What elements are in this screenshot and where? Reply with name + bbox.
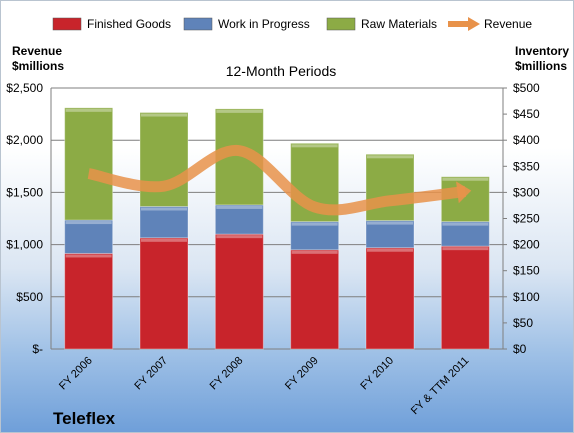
revenue-line xyxy=(87,145,472,216)
bar-raw-materials xyxy=(64,107,114,221)
left-tick-label: $1,000 xyxy=(6,238,43,252)
bar-highlight xyxy=(442,222,489,226)
legend-swatch-revenue-arrow xyxy=(468,17,480,31)
bar-finished-goods xyxy=(214,233,264,350)
legend-label-raw-materials: Raw Materials xyxy=(361,17,437,31)
bar-work-in-progress xyxy=(64,219,114,254)
bar-finished-goods xyxy=(365,247,415,350)
x-tick-label: FY & TTM 2011 xyxy=(409,355,472,418)
bar-finished-goods xyxy=(64,252,114,350)
bar-highlight xyxy=(65,108,112,112)
right-tick-label: $300 xyxy=(513,185,540,199)
bar-work-in-progress xyxy=(440,221,490,247)
right-tick-label: $450 xyxy=(513,107,540,121)
bar-raw-materials xyxy=(139,112,189,207)
right-tick-label: $0 xyxy=(513,342,527,356)
bar-highlight xyxy=(291,144,338,148)
bar-work-in-progress xyxy=(214,204,264,235)
bar-finished-goods xyxy=(139,237,189,350)
bars xyxy=(64,107,490,350)
right-tick-label: $50 xyxy=(513,316,533,330)
legend-swatch-finished-goods xyxy=(52,17,82,31)
right-tick-label: $350 xyxy=(513,159,540,173)
legend-swatch-work-in-progress xyxy=(183,17,213,31)
bar-raw-materials xyxy=(365,153,415,222)
x-axis-ticks: FY 2006 FY 2007 FY 2008 FY 2009 FY 2010 FY & … xyxy=(57,355,471,418)
bar-highlight xyxy=(141,207,187,211)
bar-highlight xyxy=(442,247,489,251)
revenue-line-arrowhead xyxy=(456,181,472,204)
bar-highlight xyxy=(367,155,413,159)
right-tick-label: $150 xyxy=(513,264,540,278)
legend: Finished Goods Work in Progress Raw Materi… xyxy=(52,17,532,31)
bar-work-in-progress xyxy=(139,205,189,239)
left-axis-ticks: $- $500 $1,000 $1,500 $2,000 $2,500 xyxy=(6,81,43,356)
bar-finished-goods xyxy=(440,245,490,350)
gridlines xyxy=(50,87,504,350)
chart-title: 12-Month Periods xyxy=(226,63,337,79)
bar-highlight xyxy=(141,113,187,117)
right-tick-label: $400 xyxy=(513,133,540,147)
right-tick-label: $500 xyxy=(513,81,540,95)
left-tick-label: $500 xyxy=(16,290,43,304)
legend-swatch-raw-materials xyxy=(326,17,356,31)
x-tick-label: FY 2009 xyxy=(283,355,321,393)
right-axis-title-line2: $millions xyxy=(515,59,567,73)
bar-highlight xyxy=(216,235,263,239)
left-tick-label: $1,500 xyxy=(6,185,43,199)
bar-highlight xyxy=(65,221,112,225)
bar-highlight xyxy=(291,222,338,226)
bar-finished-goods xyxy=(290,249,340,350)
bar-highlight xyxy=(65,254,112,258)
left-axis-title-line2: $millions xyxy=(12,59,64,73)
bar-highlight xyxy=(367,248,413,252)
legend-label-work-in-progress: Work in Progress xyxy=(218,17,310,31)
bar-highlight xyxy=(216,205,263,209)
bar-highlight xyxy=(141,238,187,242)
left-tick-label: $- xyxy=(32,342,43,356)
right-tick-label: $250 xyxy=(513,212,540,226)
bar-work-in-progress xyxy=(365,220,415,249)
bar-raw-materials xyxy=(440,176,490,223)
right-tick-label: $200 xyxy=(513,238,540,252)
bar-work-in-progress xyxy=(290,221,340,251)
legend-label-revenue: Revenue xyxy=(484,17,532,31)
x-tick-label: FY 2007 xyxy=(132,355,170,393)
bar-highlight xyxy=(442,177,489,181)
x-tick-label: FY 2006 xyxy=(57,355,95,393)
bar-highlight xyxy=(367,221,413,225)
right-tick-label: $100 xyxy=(513,290,540,304)
bar-highlight xyxy=(216,109,263,113)
x-tick-label: FY 2010 xyxy=(358,355,396,393)
left-axis-title-line1: Revenue xyxy=(12,44,62,58)
revenue-line-path xyxy=(87,145,467,216)
x-tick-label: FY 2008 xyxy=(208,355,246,393)
right-axis-title-line1: Inventory xyxy=(515,44,569,58)
left-tick-label: $2,000 xyxy=(6,133,43,147)
company-name: Teleflex xyxy=(53,409,116,428)
left-tick-label: $2,500 xyxy=(6,81,43,95)
right-axis-ticks: $0 $50 $100 $150 $200 $250 $300 $350 $400 $450 $50… xyxy=(503,81,540,356)
legend-label-finished-goods: Finished Goods xyxy=(87,17,171,31)
bar-highlight xyxy=(291,250,338,254)
